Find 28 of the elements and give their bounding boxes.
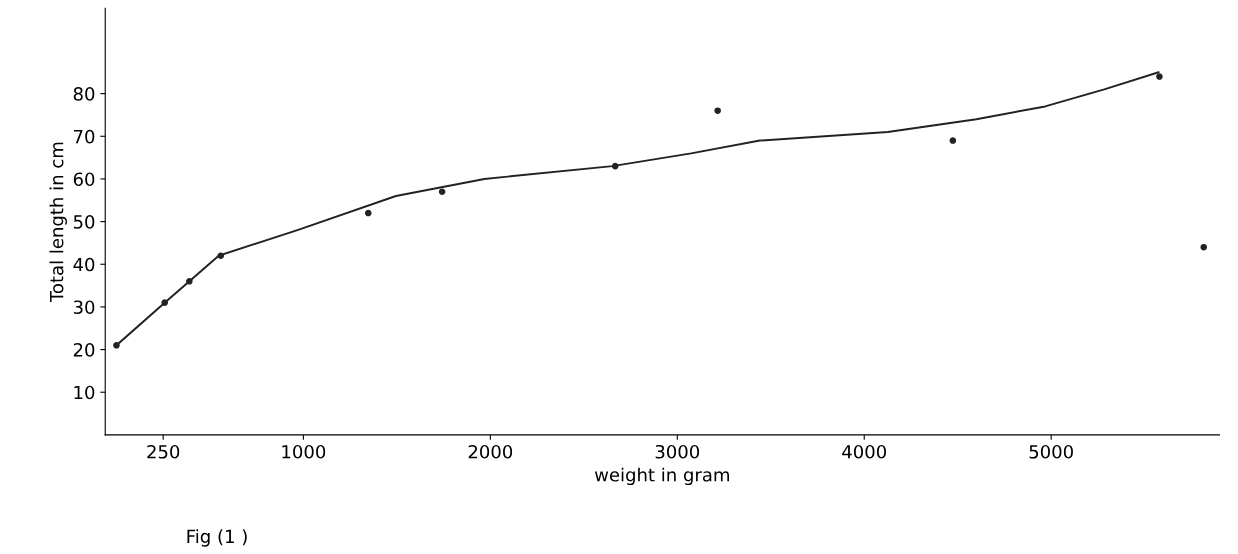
y-tick-label: 50 bbox=[73, 215, 95, 229]
point bbox=[611, 162, 619, 170]
x-tick-label: 4000 bbox=[842, 444, 887, 459]
point bbox=[949, 137, 957, 144]
x-tick-label: 2000 bbox=[468, 444, 513, 459]
y-tick-label: 10 bbox=[74, 385, 95, 400]
point bbox=[364, 209, 372, 217]
y-axis-title: Total length in cm bbox=[49, 142, 67, 303]
point bbox=[217, 252, 225, 260]
x-tick-label: 250 bbox=[147, 444, 180, 459]
y-tick-label: 30 bbox=[73, 300, 95, 315]
y-tick-label: 60 bbox=[73, 172, 95, 187]
y-tick-label: 40 bbox=[73, 257, 95, 272]
point bbox=[1156, 73, 1163, 80]
point bbox=[161, 299, 168, 306]
x-tick-label: 3000 bbox=[655, 444, 700, 459]
x-axis-title: weight in gram bbox=[594, 467, 729, 486]
y-tick-label: 20 bbox=[73, 343, 95, 357]
point bbox=[438, 188, 446, 196]
text: Fig (1 ) bbox=[187, 529, 247, 547]
point bbox=[186, 278, 193, 285]
x-tick-label: 1000 bbox=[282, 444, 326, 459]
y-tick-label: 70 bbox=[74, 129, 95, 144]
x-tick-label: 5000 bbox=[1029, 444, 1073, 459]
y-tick-label: 80 bbox=[73, 87, 95, 101]
point bbox=[1200, 243, 1208, 251]
point bbox=[113, 342, 120, 349]
point bbox=[714, 107, 721, 114]
